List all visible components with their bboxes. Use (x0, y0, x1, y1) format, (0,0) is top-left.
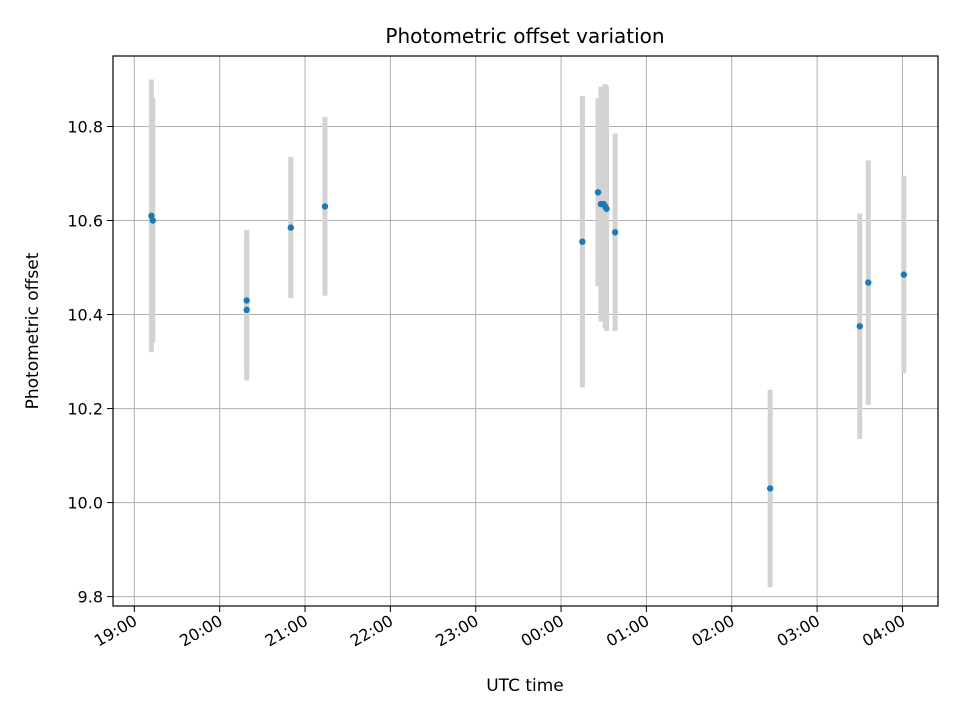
y-tick-label: 10.8 (67, 118, 103, 137)
x-tick-label: 22:00 (347, 611, 396, 651)
data-point (603, 205, 610, 212)
grid (113, 56, 938, 606)
y-tick-label: 10.0 (67, 494, 103, 513)
x-axis-label: UTC time (486, 676, 564, 696)
data-point (579, 238, 586, 245)
data-point (611, 229, 619, 236)
x-tick-label: 03:00 (774, 611, 823, 651)
y-tick-label: 10.4 (67, 306, 103, 325)
y-tick-label: 10.6 (67, 212, 103, 231)
data-point (287, 224, 295, 231)
y-tick-label: 9.8 (78, 588, 103, 607)
data-point (865, 279, 872, 286)
y-tick-label: 10.2 (67, 400, 103, 419)
x-tick-label: 23:00 (432, 611, 481, 651)
data-point (243, 306, 250, 314)
x-tick-label: 04:00 (859, 611, 908, 651)
x-tick-label: 02:00 (688, 611, 737, 651)
data-point (149, 217, 157, 224)
x-tick-label: 19:00 (91, 611, 140, 651)
data-points (148, 189, 908, 492)
data-point (900, 271, 908, 278)
x-axis: 19:00 20:00 21:00 22:00 23:00 00:00 01:00 02:00… (91, 606, 908, 651)
data-point (243, 297, 250, 304)
data-point (856, 323, 863, 330)
data-point (766, 485, 774, 492)
chart-title: Photometric offset variation (385, 24, 664, 48)
x-tick-label: 00:00 (518, 611, 567, 651)
data-point (321, 203, 329, 210)
x-tick-label: 21:00 (262, 611, 311, 651)
error-bars (148, 79, 907, 588)
y-axis-label: Photometric offset (23, 252, 43, 409)
y-axis: 9.8 10.0 10.2 10.4 10.6 10.8 (67, 118, 113, 607)
data-point (594, 189, 602, 196)
x-tick-label: 01:00 (603, 611, 652, 651)
x-tick-label: 20:00 (176, 611, 225, 651)
plot-frame (112, 55, 939, 607)
